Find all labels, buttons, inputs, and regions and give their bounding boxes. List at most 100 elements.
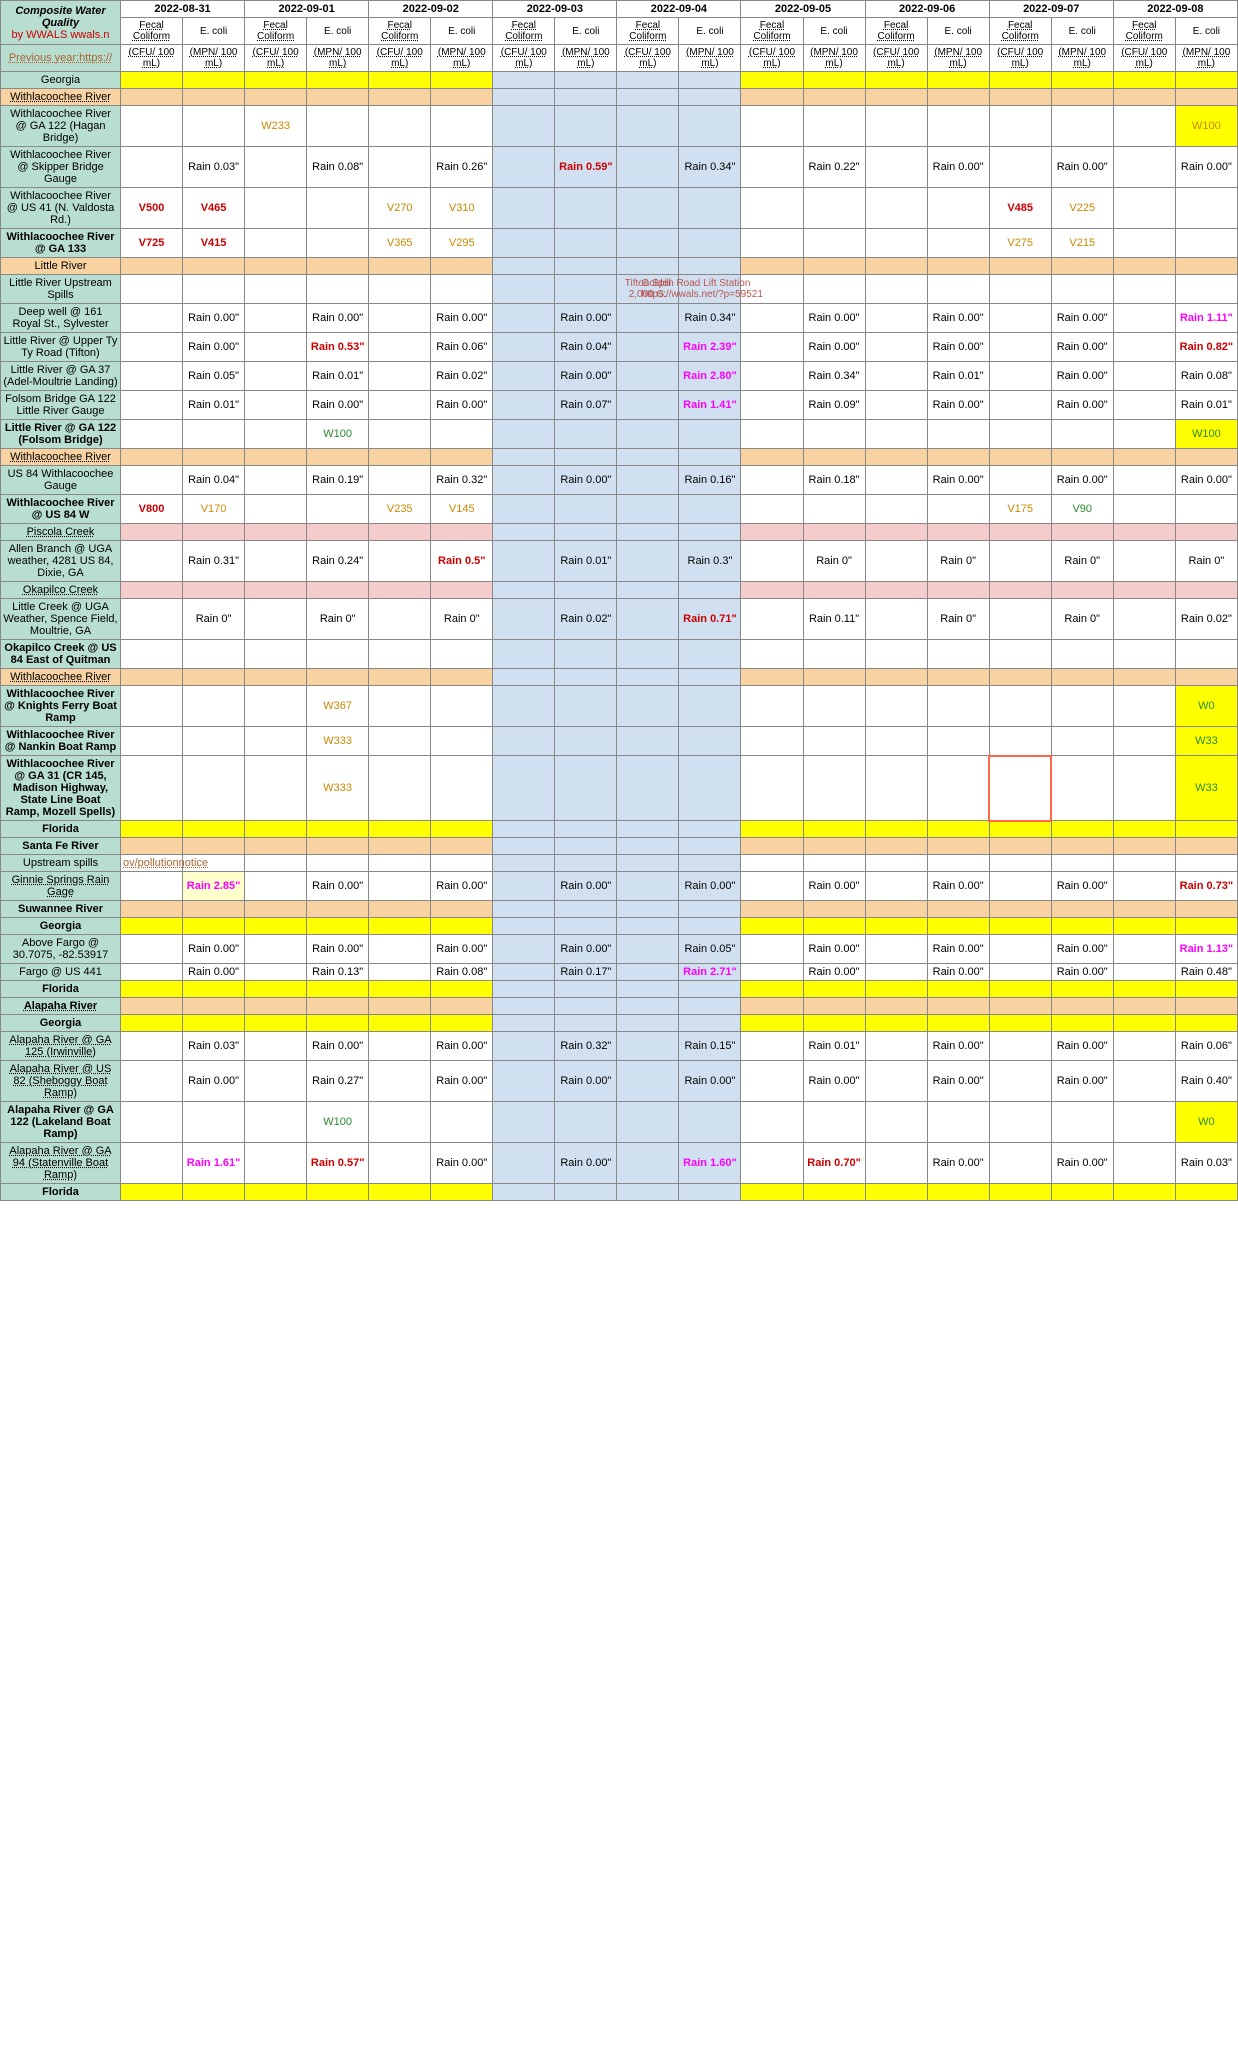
data-cell <box>245 821 307 838</box>
data-cell <box>493 918 555 935</box>
data-cell: Rain 0.07" <box>555 391 617 420</box>
row-label: Alapaha River <box>1 998 121 1015</box>
data-cell <box>1051 1102 1113 1143</box>
data-cell <box>927 106 989 147</box>
data-cell: Rain 1.61" <box>183 1143 245 1184</box>
data-cell <box>989 838 1051 855</box>
data-cell <box>121 147 183 188</box>
data-cell <box>431 918 493 935</box>
data-cell <box>245 981 307 998</box>
data-cell <box>617 1184 679 1201</box>
data-cell: Rain 0.00" <box>555 872 617 901</box>
data-cell <box>741 229 803 258</box>
data-cell: Rain 2.39" <box>679 333 741 362</box>
data-cell: Rain 0.00" <box>803 304 865 333</box>
data-cell: Rain 0.05" <box>183 362 245 391</box>
data-cell <box>1113 541 1175 582</box>
data-cell <box>803 524 865 541</box>
data-cell <box>741 449 803 466</box>
data-cell <box>1175 918 1237 935</box>
data-cell <box>493 1061 555 1102</box>
data-cell <box>555 258 617 275</box>
data-cell <box>865 1184 927 1201</box>
data-cell <box>1113 821 1175 838</box>
data-cell <box>989 333 1051 362</box>
data-cell <box>617 1102 679 1143</box>
data-cell <box>1051 669 1113 686</box>
data-cell <box>1175 998 1237 1015</box>
data-cell <box>307 89 369 106</box>
data-cell <box>741 872 803 901</box>
data-cell <box>1051 420 1113 449</box>
data-cell <box>803 582 865 599</box>
data-cell: Rain 0.00" <box>431 391 493 420</box>
data-cell <box>369 106 431 147</box>
data-cell <box>121 541 183 582</box>
data-cell <box>245 838 307 855</box>
data-cell: Rain 0.00" <box>431 1061 493 1102</box>
data-cell <box>121 1102 183 1143</box>
data-cell <box>865 599 927 640</box>
data-cell <box>369 391 431 420</box>
data-cell: Rain 0.01" <box>555 541 617 582</box>
data-cell <box>493 391 555 420</box>
data-cell <box>1113 1032 1175 1061</box>
data-cell: Rain 0.27" <box>307 1061 369 1102</box>
data-cell <box>741 669 803 686</box>
data-cell <box>617 918 679 935</box>
data-cell <box>245 582 307 599</box>
data-cell: V295 <box>431 229 493 258</box>
data-cell <box>245 147 307 188</box>
data-cell <box>245 229 307 258</box>
data-cell <box>927 821 989 838</box>
data-cell <box>369 838 431 855</box>
data-cell <box>865 188 927 229</box>
data-cell <box>431 89 493 106</box>
data-cell <box>741 1061 803 1102</box>
data-cell <box>1051 998 1113 1015</box>
data-cell <box>679 727 741 756</box>
data-cell <box>741 495 803 524</box>
data-cell <box>493 998 555 1015</box>
data-cell <box>1175 449 1237 466</box>
date-header: 2022-09-07 <box>989 1 1113 18</box>
data-cell <box>741 147 803 188</box>
data-cell <box>989 901 1051 918</box>
row-label: Santa Fe River <box>1 838 121 855</box>
data-cell: Rain 0.00" <box>679 872 741 901</box>
data-cell <box>121 669 183 686</box>
data-cell <box>865 838 927 855</box>
data-cell <box>1175 901 1237 918</box>
row-label: Above Fargo @ 30.7075, -82.53917 <box>1 935 121 964</box>
data-cell <box>1113 981 1175 998</box>
data-cell <box>555 756 617 821</box>
data-cell <box>803 1015 865 1032</box>
data-cell: Rain 0.01" <box>307 362 369 391</box>
data-cell <box>1051 821 1113 838</box>
data-cell <box>1051 258 1113 275</box>
data-cell <box>245 362 307 391</box>
data-cell <box>927 1015 989 1032</box>
data-cell <box>1175 821 1237 838</box>
data-cell <box>307 449 369 466</box>
data-cell <box>1113 599 1175 640</box>
data-cell <box>121 333 183 362</box>
data-cell <box>741 1184 803 1201</box>
data-cell: Rain 0.00" <box>1175 466 1237 495</box>
data-cell <box>1051 838 1113 855</box>
data-cell: Rain 0.00" <box>679 1061 741 1102</box>
data-cell <box>927 72 989 89</box>
row-label: Alapaha River @ GA 125 (Irwinville) <box>1 1032 121 1061</box>
data-cell <box>617 304 679 333</box>
data-cell <box>865 541 927 582</box>
data-cell <box>1113 333 1175 362</box>
data-cell: Rain 0.00" <box>431 1032 493 1061</box>
row-label: Georgia <box>1 918 121 935</box>
data-cell <box>865 686 927 727</box>
row-label: Withlacoochee River <box>1 669 121 686</box>
data-cell <box>1175 188 1237 229</box>
data-cell: Rain 0.00" <box>307 872 369 901</box>
data-cell <box>369 1015 431 1032</box>
data-cell <box>803 640 865 669</box>
data-cell <box>431 821 493 838</box>
